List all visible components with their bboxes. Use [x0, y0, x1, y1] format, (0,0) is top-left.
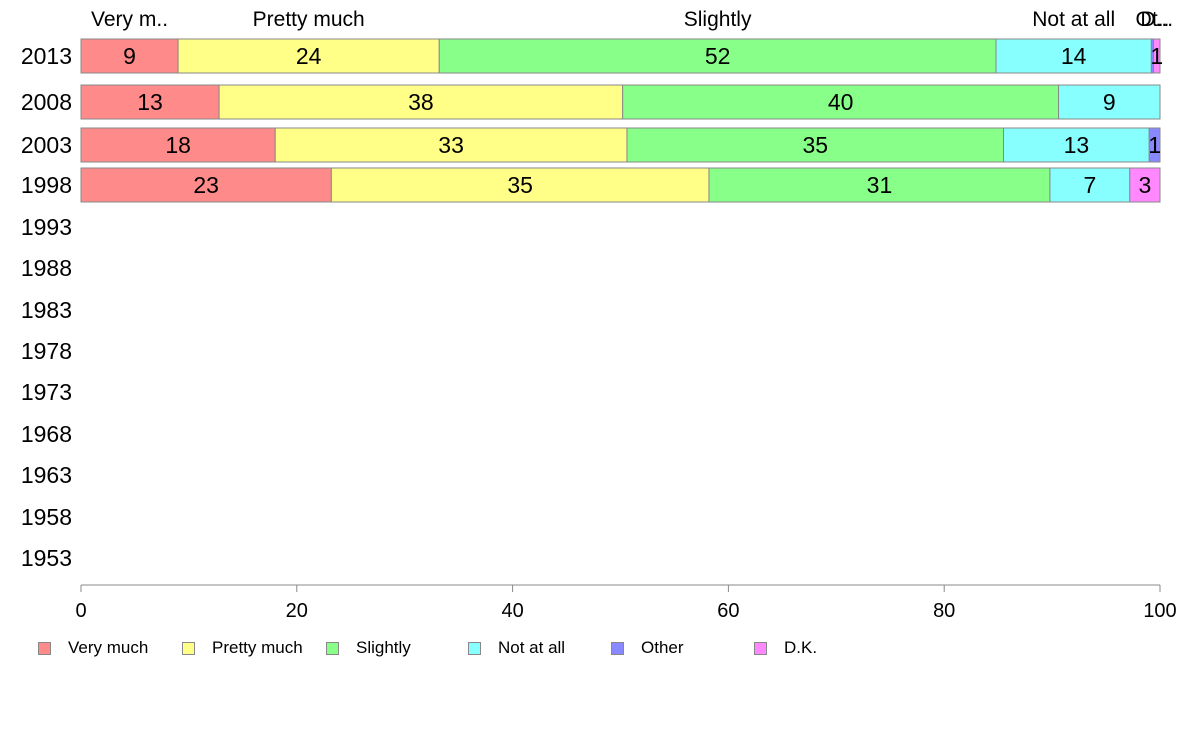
bar-segment-d-k--2013 — [1153, 38, 1161, 74]
legend-item-d-k-: D.K. — [754, 638, 817, 658]
x-tick-label-20: 20 — [286, 600, 308, 622]
legend-label: Other — [641, 638, 684, 657]
legend-label: D.K. — [784, 638, 818, 657]
year-label-1978: 1978 — [21, 338, 72, 364]
legend-item-pretty-much: Pretty much — [182, 638, 303, 658]
bar-segment-very-much-1998 — [80, 167, 332, 203]
data-label-very-much-2008: 13 — [137, 89, 163, 115]
year-label-1998: 1998 — [21, 172, 72, 198]
bar-segment-pretty-much-2008 — [218, 84, 624, 120]
data-label-not-at-all-2008: 9 — [1103, 89, 1116, 115]
x-tick-label-40: 40 — [501, 600, 523, 622]
bar-segment-not-at-all-2008 — [1058, 84, 1161, 120]
data-label-not-at-all-2013: 14 — [1061, 43, 1087, 69]
data-label-slightly-2013: 52 — [705, 43, 731, 69]
year-label-2013: 2013 — [21, 43, 72, 69]
legend-label: Slightly — [356, 638, 411, 657]
bar-segment-slightly-2003 — [626, 127, 1005, 163]
bar-segment-other-2003 — [1148, 127, 1161, 163]
data-label-slightly-1998: 31 — [867, 172, 893, 198]
bar-segment-very-much-2003 — [80, 127, 276, 163]
legend-swatch — [38, 641, 51, 655]
year-label-1953: 1953 — [21, 545, 72, 571]
year-label-1963: 1963 — [21, 462, 72, 488]
year-label-1968: 1968 — [21, 421, 72, 447]
x-tick-label-80: 80 — [933, 600, 955, 622]
legend-item-very-much: Very much — [38, 638, 148, 658]
legend-label: Pretty much — [212, 638, 303, 657]
x-tick-label-0: 0 — [75, 600, 86, 622]
data-label-pretty-much-1998: 35 — [507, 172, 533, 198]
top-label-2: Slightly — [684, 8, 752, 31]
x-tick-label-100: 100 — [1143, 600, 1176, 622]
bar-segment-slightly-2008 — [622, 84, 1060, 120]
top-labels: Very m.. Pretty much Slightly Not at all Ot.… — [91, 8, 1173, 31]
legend-swatch — [611, 641, 624, 655]
legend-item-other: Other — [611, 638, 684, 658]
bar-segment-pretty-much-2013 — [177, 38, 440, 74]
data-label-slightly-2003: 35 — [802, 132, 828, 158]
year-label-2008: 2008 — [21, 89, 72, 115]
top-label-3: Not at all — [1032, 8, 1115, 31]
year-labels: 2013 2008 2003 1998 1993 1988 1983 1978 1973 1968… — [21, 43, 72, 571]
legend-label: Not at all — [498, 638, 566, 657]
legend-swatch — [182, 641, 195, 655]
data-label-not-at-all-1998: 7 — [1083, 172, 1096, 198]
top-label-5: D... — [1140, 8, 1173, 31]
data-label-d-k--1998: 3 — [1138, 172, 1151, 198]
legend-item-not-at-all: Not at all — [468, 638, 565, 658]
top-label-1: Pretty much — [253, 8, 365, 31]
bar-segment-not-at-all-1998 — [1049, 167, 1131, 203]
x-axis: 0 20 40 60 80 100 — [75, 584, 1177, 622]
bar-segment-slightly-1998 — [708, 167, 1051, 203]
bars: 9 24 52 14 1 13 38 40 9 18 33 35 13 1 23 35 31 7 3 — [80, 38, 1163, 203]
year-label-1958: 1958 — [21, 504, 72, 530]
data-label-pretty-much-2013: 24 — [296, 43, 322, 69]
year-label-1983: 1983 — [21, 297, 72, 323]
legend-swatch — [326, 641, 339, 655]
data-label-very-much-2003: 18 — [165, 132, 191, 158]
top-label-4: Ot.. — [1136, 8, 1170, 31]
bar-segment-pretty-much-1998 — [330, 167, 710, 203]
data-label-very-much-2013: 9 — [123, 43, 136, 69]
year-label-2003: 2003 — [21, 132, 72, 158]
legend-swatch — [468, 641, 481, 655]
data-label-pretty-much-2008: 38 — [408, 89, 434, 115]
legend-item-slightly: Slightly — [326, 638, 411, 658]
bar-segment-d-k--1998 — [1129, 167, 1161, 203]
data-label-very-much-1998: 23 — [193, 172, 219, 198]
data-label-d-k--2013: 1 — [1150, 43, 1163, 69]
bar-segment-very-much-2008 — [80, 84, 220, 120]
legend-swatch — [754, 641, 767, 655]
year-label-1988: 1988 — [21, 255, 72, 281]
data-label-not-at-all-2003: 13 — [1064, 132, 1090, 158]
year-label-1993: 1993 — [21, 214, 72, 240]
data-label-other-2003: 1 — [1148, 132, 1161, 158]
x-tick-label-60: 60 — [717, 600, 739, 622]
year-label-1973: 1973 — [21, 379, 72, 405]
data-label-pretty-much-2003: 33 — [438, 132, 464, 158]
top-label-0: Very m.. — [91, 8, 168, 31]
data-label-slightly-2008: 40 — [828, 89, 854, 115]
legend-label: Very much — [68, 638, 149, 657]
